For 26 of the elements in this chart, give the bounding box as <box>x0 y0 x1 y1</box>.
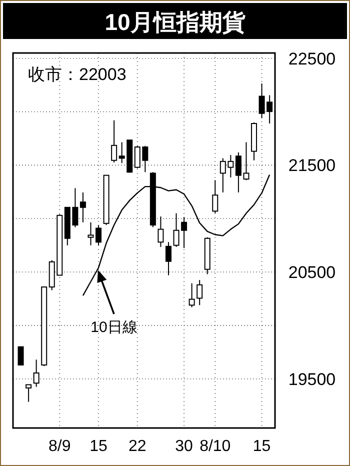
candlestick <box>18 346 24 366</box>
y-tick-label: 22500 <box>288 49 336 68</box>
x-tick-label: 30 <box>175 438 194 455</box>
candlestick <box>158 216 164 248</box>
candlestick <box>188 282 195 308</box>
candlestick <box>33 359 40 388</box>
candlestick <box>111 120 118 164</box>
candlestick <box>212 180 218 214</box>
candlestick <box>80 192 86 223</box>
x-tick-label: 15 <box>252 438 271 455</box>
x-tick-label: 22 <box>128 438 146 455</box>
y-tick-label: 21500 <box>288 156 336 176</box>
candlestick <box>196 280 203 306</box>
x-tick-label: 8/9 <box>48 438 71 455</box>
x-tick-label: 15 <box>90 438 108 455</box>
annotation: 10日線 <box>90 319 138 336</box>
y-tick-label: 19500 <box>288 370 336 389</box>
candlestick <box>88 222 94 246</box>
x-tick-label: 8/10 <box>200 438 231 455</box>
candlestick <box>96 224 102 246</box>
y-tick-label: 20500 <box>288 263 336 282</box>
annotation: 收市：22003 <box>28 65 126 84</box>
candlestick <box>165 242 172 276</box>
candlestick <box>26 384 32 402</box>
chart-title: 10月恒指期貨 <box>104 9 246 35</box>
line-series <box>82 174 270 296</box>
